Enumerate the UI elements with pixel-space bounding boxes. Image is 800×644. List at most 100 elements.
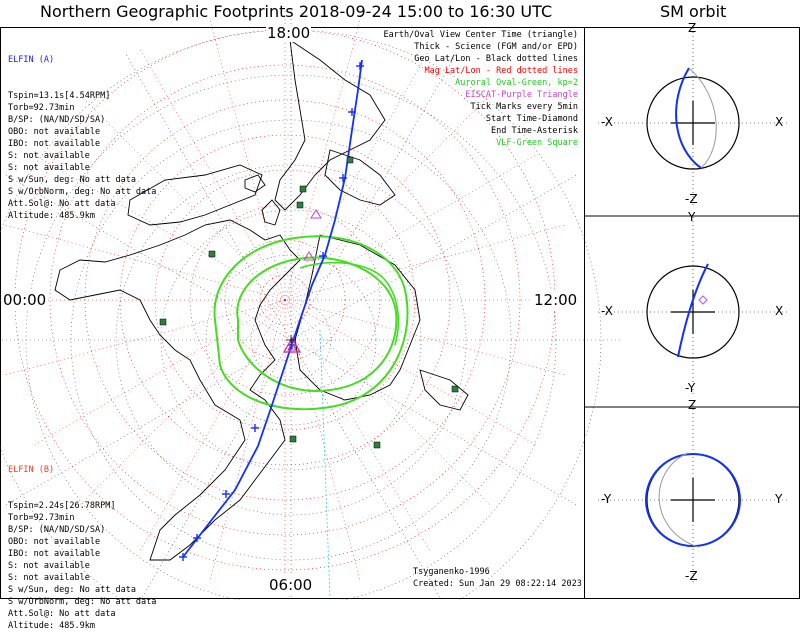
legend-entry: Auroral Oval-Green, kp=2: [455, 78, 578, 88]
mag-lon-line: [33, 154, 286, 301]
mag-lon-line: [139, 48, 286, 301]
legend-entry: VLF-Green Square: [496, 138, 578, 148]
legend-entry: Geo Lat/Lon - Black dotted lines: [414, 54, 578, 64]
geo-lon-line: [290, 174, 577, 341]
coast-scandinavia: [324, 149, 396, 206]
vlf-square: [208, 250, 216, 258]
elfin-a-line: Altitude: 485.9km: [8, 211, 95, 221]
elfin-b-info: ELFIN (B) Tspin=2.24s[26.78RPM] Torb=92.7…: [8, 440, 156, 644]
dawn-dusk-line: [319, 329, 331, 599]
elfin-b-line: S w/OrbNorm, deg: No att data: [8, 597, 157, 607]
orbit-trace: [675, 67, 702, 169]
view-center-triangle: [282, 336, 302, 353]
mag-lon-line: [284, 48, 431, 301]
time-label-top: 18:00: [266, 24, 312, 42]
legend-entry: Tick Marks every 5min: [470, 102, 578, 112]
mag-lon-line: [284, 299, 537, 446]
legend-entry: Earth/Oval View Center Time (triangle): [383, 30, 578, 40]
view-center-triangle-inner: [287, 341, 297, 351]
elfin-a-line: OBO: not available: [8, 127, 101, 137]
auroral-oval: [213, 235, 409, 411]
geo-lon-line: [5, 339, 292, 506]
geo-lon-line: [290, 54, 457, 341]
geo-lon-line: [140, 339, 292, 600]
orbit-label-bottom: -Z: [685, 569, 698, 583]
orbit-label-top: Y: [688, 210, 696, 224]
vlf-square: [451, 385, 459, 393]
orbit-label-right: Y: [775, 492, 783, 506]
orbit-label-bottom: -Z: [685, 192, 698, 206]
elfin-b-line: OBO: not available: [8, 537, 101, 547]
elfin-b-title: ELFIN (B): [8, 465, 55, 475]
elfin-b-line: Att.Sol@: No att data: [8, 609, 116, 619]
elfin-a-lines: Tspin=13.1s[4.54RPM] Torb=92.73min B/SP: (…: [8, 90, 156, 222]
mag-lon-line: [79, 299, 286, 506]
trace-tick-marks: [179, 62, 364, 561]
elfin-b-line: Torb=92.73min: [8, 513, 75, 523]
auroral-oval-outer: [213, 235, 409, 411]
orbit-panel-3: [598, 405, 788, 585]
vlf-square: [296, 201, 304, 209]
map-title: Northern Geographic Footprints 2018-09-2…: [40, 2, 553, 21]
orbit-panels: [598, 28, 788, 585]
mag-lat-circle: [189, 204, 381, 396]
elfin-a-line: Att.Sol@: No att data: [8, 199, 116, 209]
vlf-stations: [159, 156, 459, 449]
elfin-a-line: IBO: not available: [8, 139, 101, 149]
vlf-square: [346, 156, 354, 164]
mag-lon-line: [284, 19, 361, 301]
elfin-a-line: S w/Sun, deg: No att data: [8, 175, 136, 185]
footer-model: Tsyganenko-1996: [413, 567, 490, 577]
orbit-panel-1: [598, 28, 788, 208]
mag-lon-line: [33, 299, 286, 446]
elfin-a-line: Torb=92.73min: [8, 103, 75, 113]
orbit-label-left: -X: [601, 115, 613, 129]
mag-lon-line: [284, 299, 431, 552]
mag-lon-line: [209, 299, 286, 581]
vlf-square: [373, 441, 381, 449]
elfin-b-line: Tspin=2.24s[26.78RPM]: [8, 501, 116, 511]
elfin-b-lines: Tspin=2.24s[26.78RPM] Torb=92.73min B/SP: …: [8, 500, 156, 632]
time-label-bottom: 06:00: [268, 576, 314, 594]
time-label-left: 00:00: [2, 291, 48, 309]
legend-entry: Thick - Science (FGM and/or EPD): [414, 42, 578, 52]
orbit-label-top: Z: [688, 398, 697, 412]
mag-lon-line: [284, 154, 537, 301]
coast-japan: [419, 369, 469, 411]
footer-created: Created: Sun Jan 29 08:22:14 2023: [413, 579, 582, 589]
elfin-a-info: ELFIN (A) Tspin=13.1s[4.54RPM] Torb=92.73…: [8, 30, 156, 234]
orbit-label-right: X: [775, 304, 784, 318]
mag-lon-line: [284, 299, 361, 581]
eiscat-triangle-1: [310, 209, 322, 219]
coast-uk: [261, 199, 281, 226]
orbit-trace-back: [688, 67, 717, 169]
elfin-a-line: S: not available: [8, 163, 90, 173]
orbit-label-right: X: [775, 115, 784, 129]
mag-lon-line: [139, 299, 286, 552]
orbit-start-diamond: [698, 295, 708, 305]
geo-lon-line: [125, 54, 292, 341]
legend-entry: EISCAT-Purple Triangle: [465, 90, 578, 100]
earth-circle: [646, 76, 740, 170]
legend-entry: Mag Lat/Lon - Red dotted lines: [424, 66, 578, 76]
orbit-trace: [645, 453, 741, 547]
mag-lon-line: [284, 299, 566, 376]
orbit-trace-back: [658, 452, 699, 548]
vlf-square: [299, 185, 307, 193]
geo-lon-line: [290, 339, 577, 506]
elfin-a-title: ELFIN (A): [8, 55, 55, 65]
orbit-label-bottom: -Y: [685, 381, 696, 395]
mag-lon-line: [209, 19, 286, 301]
elfin-b-line: S: not available: [8, 573, 90, 583]
mag-lon-line: [284, 224, 566, 301]
coast-north-america: [54, 219, 301, 561]
footprint-trace: [182, 59, 363, 558]
elfin-b-line: IBO: not available: [8, 549, 101, 559]
elfin-a-line: Tspin=13.1s[4.54RPM]: [8, 91, 111, 101]
vlf-square: [159, 318, 167, 326]
orbit-frame: [584, 27, 800, 599]
elfin-a-line: B/SP: (NA/ND/SD/SA): [8, 115, 106, 125]
elfin-b-line: S w/Sun, deg: No att data: [8, 585, 136, 595]
mag-lat-circle: [154, 169, 416, 431]
mag-lon-line: [284, 299, 491, 506]
